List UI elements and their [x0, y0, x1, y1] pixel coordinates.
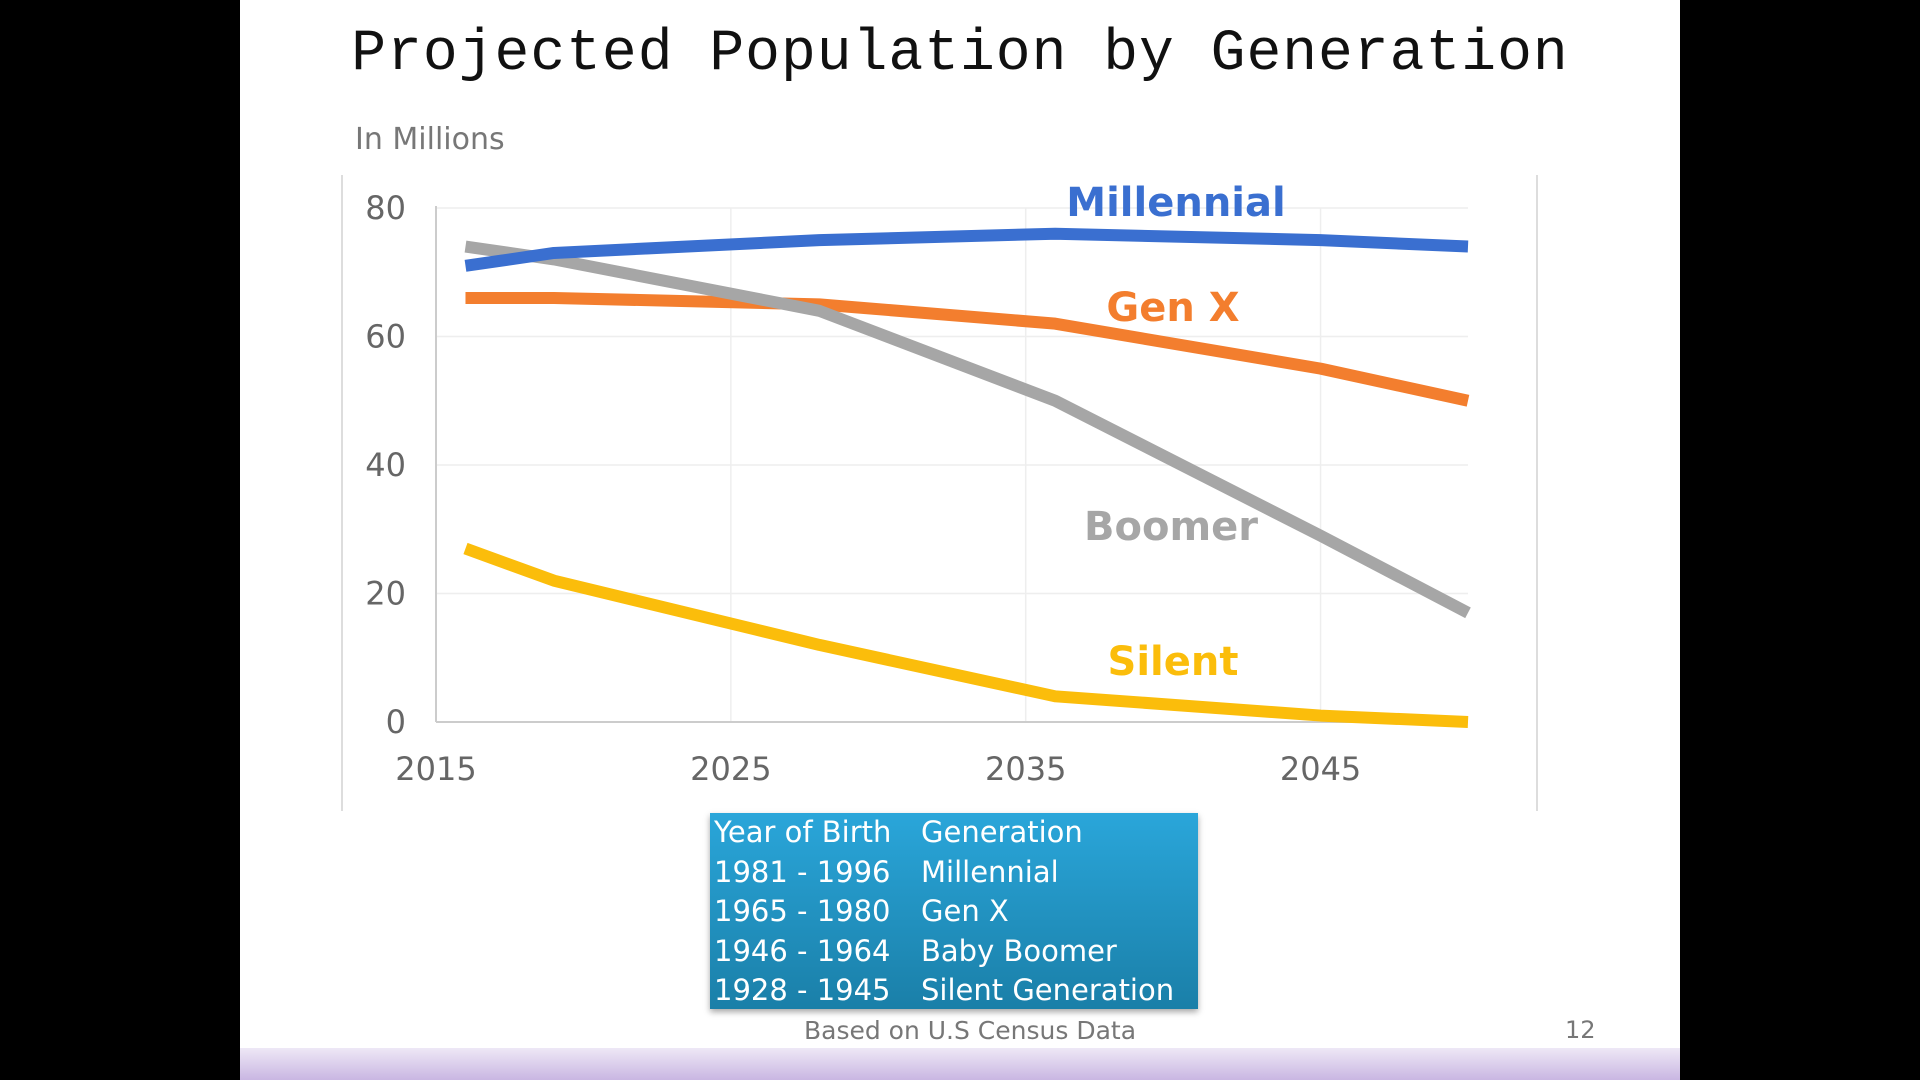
x-tick-label: 2015: [395, 750, 476, 788]
y-tick-label: 40: [365, 446, 406, 484]
y-tick-label: 0: [386, 703, 406, 741]
line-chart: 0 20 40 60 80 2015 2025 2035 2045 Millennial Gen X…: [341, 175, 1538, 811]
source-note: Based on U.S Census Data: [803, 1016, 1137, 1045]
table-cell: 1946 - 1964: [714, 933, 891, 968]
series-label: Gen X: [1106, 285, 1239, 331]
table-cell: Baby Boomer: [921, 933, 1117, 968]
table-cell: 1928 - 1945: [714, 973, 891, 1007]
x-tick-label: 2045: [1280, 750, 1361, 788]
table-row: 1946 - 1964 Baby Boomer: [714, 932, 1198, 972]
series-label: Boomer: [1084, 504, 1258, 550]
x-tick-label: 2035: [985, 750, 1066, 788]
table-cell: Gen X: [921, 894, 1009, 928]
table-cell: 1965 - 1980: [714, 894, 891, 928]
table-header: Generation: [921, 815, 1083, 849]
table-row: 1965 - 1980 Gen X: [714, 892, 1198, 932]
y-axis-units-label: In Millions: [355, 122, 505, 157]
table-cell: Millennial: [921, 854, 1059, 889]
generation-table: Year of Birth Generation 1981 - 1996 Mill…: [710, 813, 1198, 1009]
table-header: Year of Birth: [714, 815, 892, 849]
table-row: 1928 - 1945 Silent Generation: [714, 971, 1198, 1011]
footer-band: [240, 1048, 1680, 1080]
table-cell: Silent Generation: [921, 973, 1175, 1007]
series-label: Millennial: [1066, 180, 1285, 226]
y-tick-label: 20: [365, 575, 406, 613]
series-line-millennial: [464, 227, 1469, 272]
series-line-silent: [463, 542, 1469, 728]
x-tick-label: 2025: [690, 750, 771, 788]
series-line-gen-x: [465, 291, 1470, 407]
slide-title: Projected Population by Generation: [351, 22, 1569, 87]
y-tick-label: 80: [365, 189, 406, 227]
table-row: 1981 - 1996 Millennial: [714, 853, 1198, 893]
y-tick-label: 60: [365, 318, 406, 356]
slide: Projected Population by Generation In Mi…: [240, 0, 1680, 1080]
page-number: 12: [1565, 1016, 1596, 1044]
table-cell: 1981 - 1996: [714, 854, 891, 889]
table-header-row: Year of Birth Generation: [714, 813, 1198, 853]
series-label: Silent: [1108, 639, 1239, 685]
